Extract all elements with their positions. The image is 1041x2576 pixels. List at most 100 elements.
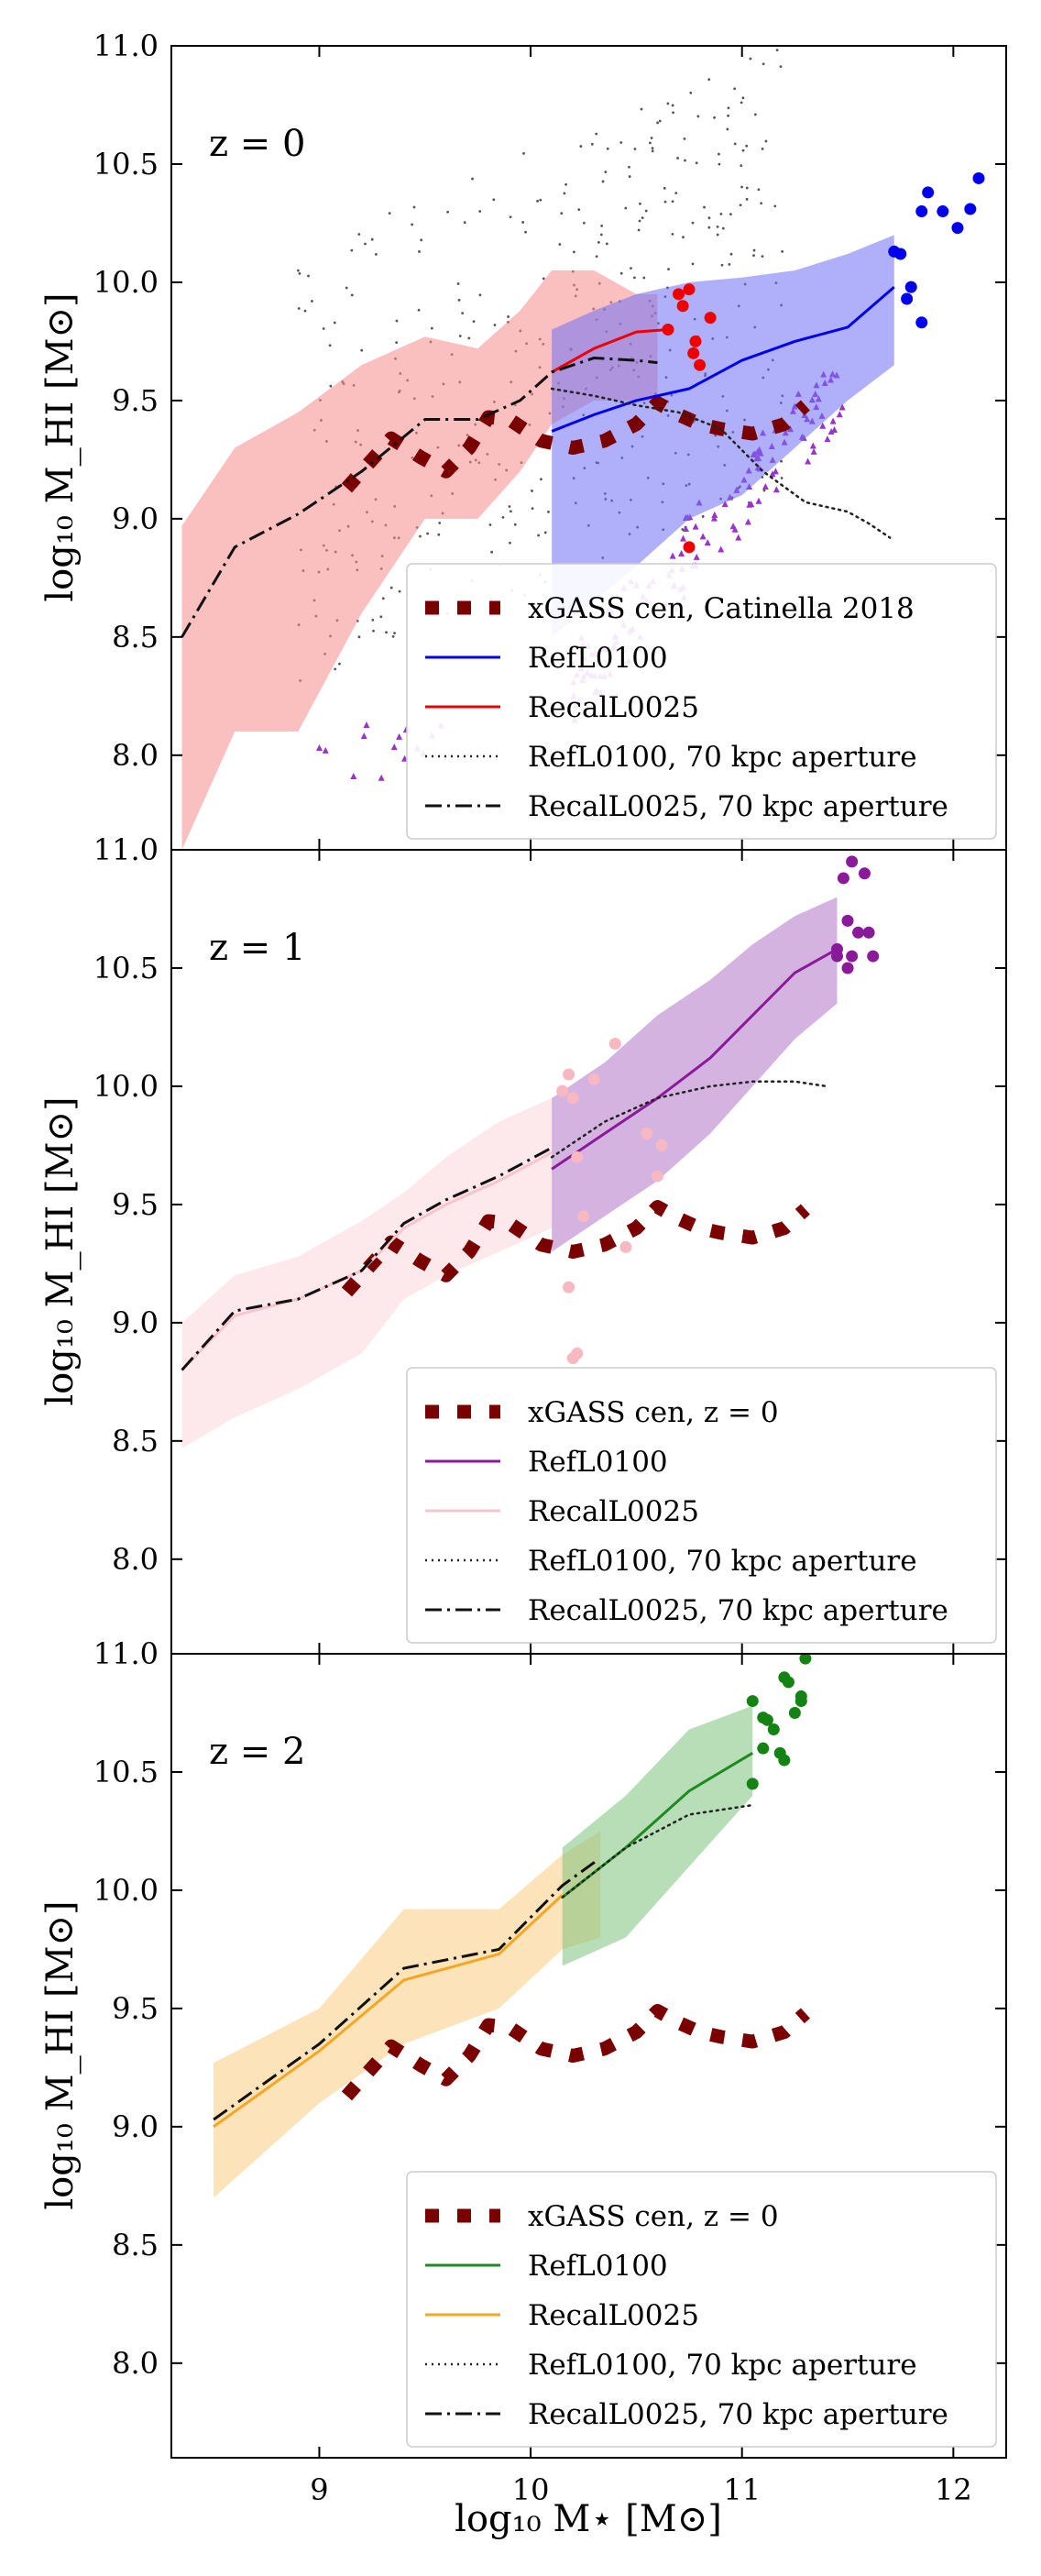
scatter-dot <box>632 276 636 280</box>
scatter-triangle <box>704 539 711 546</box>
scatter-dot <box>707 216 711 220</box>
panel-label: z = 2 <box>209 1731 305 1773</box>
y-tick-label: 10.5 <box>93 951 159 985</box>
scatter-dot <box>577 208 581 212</box>
point-ref <box>841 962 854 974</box>
scatter-triangle <box>769 470 776 478</box>
scatter-dot <box>458 335 462 337</box>
scatter-dot <box>745 144 749 148</box>
scatter-dot <box>716 225 719 228</box>
scatter-dot <box>639 202 641 205</box>
legend-label: RefL0100 <box>528 1446 668 1479</box>
scatter-dot <box>761 148 764 150</box>
scatter-triangle <box>669 552 676 559</box>
line-ref <box>551 948 838 1171</box>
point-ref <box>757 1742 770 1755</box>
scatter-dot <box>372 629 375 633</box>
y-tick-label: 11.0 <box>93 832 159 867</box>
point-ref <box>761 1713 773 1726</box>
scatter-dot <box>691 262 695 266</box>
point-ref <box>922 186 935 199</box>
scatter-dot <box>371 618 375 622</box>
panel-z2: 9 10 11 12 8.0 8.5 9.0 9.5 10.0 10.5 11.0 z = 2 xG… <box>39 1636 1007 2540</box>
scatter-dot <box>719 213 723 215</box>
scatter-dot <box>727 106 730 110</box>
scatter-dot <box>582 221 586 225</box>
scatter-dot <box>663 186 666 190</box>
point-recal <box>563 1068 575 1081</box>
point-ref <box>746 1695 759 1708</box>
scatter-dot <box>501 515 505 519</box>
scatter-dot <box>707 78 711 82</box>
scatter-dot <box>509 510 512 513</box>
scatter-dot <box>666 102 670 105</box>
x-axis-label: log₁₀ M⋆ [M⊙] <box>455 2498 722 2540</box>
scatter-triangle <box>396 732 403 740</box>
point-ref <box>830 942 843 955</box>
scatter-dot <box>420 238 423 242</box>
scatter-triangle <box>322 746 329 754</box>
y-tick-label: 8.0 <box>112 738 159 773</box>
scatter-dot <box>676 157 679 160</box>
scatter-dot <box>745 186 749 190</box>
scatter-dot <box>752 254 755 258</box>
scatter-triangle <box>772 468 779 475</box>
scatter-triangle <box>746 501 753 508</box>
scatter-dot <box>389 586 393 589</box>
scatter-dot <box>728 263 731 266</box>
scatter-triangle <box>693 553 700 560</box>
point-recal <box>563 1281 575 1294</box>
line-ref70 <box>561 1803 754 1899</box>
scatter-triangle <box>363 721 370 729</box>
scatter-dot <box>658 119 662 123</box>
scatter-dot <box>537 534 541 537</box>
scatter-triangle <box>836 411 843 418</box>
scatter-dot <box>536 199 539 203</box>
band-ref <box>562 1705 753 1966</box>
legend: xGASS cen, z = 0 RefL0100 RecalL0025 RefL01… <box>406 2171 997 2448</box>
point-ref <box>794 1690 807 1702</box>
scatter-dot <box>531 507 534 511</box>
point-recal <box>556 1084 569 1097</box>
scatter-dot <box>667 268 670 271</box>
scatter-triangle <box>678 550 685 557</box>
scatter-dot <box>572 250 575 254</box>
scatter-dot <box>628 165 630 169</box>
scatter-dot <box>595 132 598 136</box>
scatter-triangle <box>773 486 780 493</box>
point-recal <box>577 1210 590 1223</box>
y-tick-label: 10.0 <box>93 1873 159 1908</box>
scatter-dot <box>540 478 542 481</box>
point-ref <box>951 222 964 235</box>
scatter-dot <box>391 634 395 638</box>
scatter-dot <box>463 221 466 225</box>
scatter-dot <box>438 522 442 524</box>
y-tick-label: 8.0 <box>112 2346 159 2381</box>
scatter-dot <box>488 523 492 526</box>
legend-label: RecalL0025 <box>528 691 699 724</box>
y-tick-label: 11.0 <box>93 1636 159 1671</box>
scatter-dot <box>606 147 609 150</box>
y-tick-label: 8.0 <box>112 1542 159 1577</box>
scatter-dot <box>307 274 310 278</box>
y-tick-label: 9.0 <box>112 1305 159 1340</box>
scatter-dot <box>781 249 784 253</box>
scatter-dot <box>478 210 482 213</box>
scatter-dot <box>418 250 421 253</box>
legend-label: RecalL0025 <box>528 2299 699 2332</box>
y-tick-label: 10.0 <box>93 265 159 300</box>
y-tick-label: 8.5 <box>112 2228 159 2262</box>
y-tick-label: 9.5 <box>112 1991 159 2026</box>
x-tick-label: 12 <box>935 2472 972 2507</box>
point-recal <box>641 1128 653 1140</box>
scatter-dot <box>745 197 749 201</box>
scatter-dot <box>509 215 512 219</box>
line-xgass <box>341 2003 810 2101</box>
scatter-dot <box>721 226 725 230</box>
scatter-dot <box>671 232 674 236</box>
y-tick-label: 8.5 <box>112 620 159 655</box>
point-ref <box>862 926 875 939</box>
scatter-dot <box>605 242 608 246</box>
scatter-triangle <box>838 403 846 411</box>
scatter-dot <box>684 159 686 162</box>
